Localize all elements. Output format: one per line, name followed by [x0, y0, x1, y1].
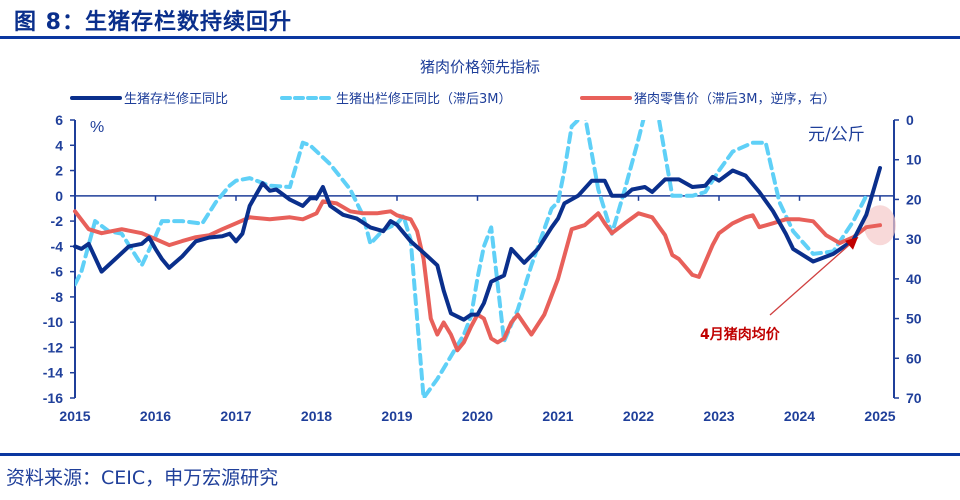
left-tick-label: -12: [43, 339, 63, 355]
left-tick-label: -2: [51, 213, 64, 229]
left-tick-label: 6: [55, 112, 63, 128]
source-note: 资料来源：CEIC，申万宏源研究: [6, 467, 279, 489]
x-tick-label: 2024: [784, 408, 815, 424]
axes: 6420-2-4-6-8-10-12-14-160102030405060702…: [43, 112, 922, 424]
x-tick-label: 2019: [381, 408, 412, 424]
x-tick-label: 2025: [864, 408, 895, 424]
left-tick-label: 2: [55, 163, 63, 179]
right-tick-label: 60: [906, 350, 922, 366]
left-tick-label: -16: [43, 390, 63, 406]
right-axis-unit: 元/公斤: [808, 125, 865, 145]
left-tick-label: -14: [43, 365, 63, 381]
left-tick-label: -4: [51, 238, 64, 254]
legend-label-series-2: 生猪出栏修正同比（滞后3M）: [336, 92, 512, 107]
right-tick-label: 30: [906, 231, 922, 247]
right-tick-label: 0: [906, 112, 914, 128]
right-tick-label: 50: [906, 311, 922, 327]
x-tick-label: 2015: [59, 408, 90, 424]
x-tick-label: 2017: [220, 408, 251, 424]
right-tick-label: 20: [906, 191, 922, 207]
footer-divider: [0, 453, 960, 456]
left-tick-label: -10: [43, 314, 63, 330]
legend-label-series-3: 猪肉零售价（滞后3M，逆序，右）: [634, 91, 836, 107]
x-tick-label: 2018: [301, 408, 332, 424]
left-tick-label: 0: [55, 188, 63, 204]
chart-title: 猪肉价格领先指标: [420, 58, 540, 76]
left-tick-label: -8: [51, 289, 64, 305]
x-tick-label: 2021: [542, 408, 573, 424]
left-tick-label: 4: [55, 137, 63, 153]
right-tick-label: 10: [906, 152, 922, 168]
annotation-label: 4月猪肉均价: [700, 326, 781, 343]
right-tick-label: 40: [906, 271, 922, 287]
legend: 生猪存栏修正同比 生猪出栏修正同比（滞后3M） 猪肉零售价（滞后3M，逆序，右）: [70, 91, 836, 107]
left-tick-label: -6: [51, 264, 64, 280]
right-tick-label: 70: [906, 390, 922, 406]
x-tick-label: 2023: [703, 408, 734, 424]
legend-label-series-1: 生猪存栏修正同比: [124, 92, 228, 107]
left-axis-unit: %: [90, 119, 104, 136]
figure-title: 图 8：生猪存栏数持续回升: [14, 10, 292, 35]
annotation-arrowhead: [845, 237, 858, 250]
series-2-line: [75, 120, 869, 398]
x-tick-label: 2022: [623, 408, 654, 424]
series-1-line: [73, 166, 882, 322]
title-divider: [0, 36, 960, 39]
chart: 猪肉价格领先指标 生猪存栏修正同比 生猪出栏修正同比（滞后3M） 猪肉零售价（滞…: [43, 58, 922, 424]
series-lines: [73, 120, 896, 398]
annotation-arrow: [769, 236, 859, 316]
x-tick-label: 2016: [140, 408, 171, 424]
x-tick-label: 2020: [462, 408, 493, 424]
